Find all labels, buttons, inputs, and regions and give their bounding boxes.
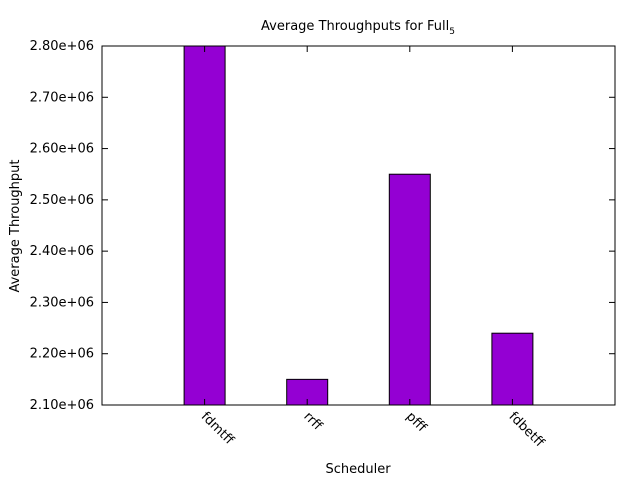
- x-tick-label: fdbetff: [506, 409, 548, 451]
- y-axis: 2.10e+06 2.20e+06 2.30e+06 2.40e+06 2.50e+06…: [30, 39, 615, 413]
- y-tick-label: 2.10e+06: [30, 398, 94, 413]
- y-axis-label: Average Throughput: [8, 159, 23, 292]
- chart-title-main: Average Throughputs for Full: [261, 19, 449, 34]
- x-tick-label: rrff: [300, 409, 325, 434]
- chart-title: Average Throughputs for Full5: [261, 19, 455, 37]
- y-tick-label: 2.70e+06: [30, 90, 94, 105]
- plot-frame: [101, 45, 616, 406]
- y-tick-label: 2.30e+06: [30, 295, 94, 310]
- y-tick-label: 2.20e+06: [30, 347, 94, 362]
- bars: [183, 45, 534, 406]
- bar: [183, 45, 226, 406]
- bar: [491, 332, 534, 406]
- bar: [388, 173, 431, 406]
- y-tick-label: 2.40e+06: [30, 244, 94, 259]
- x-tick-label: fdmtff: [198, 409, 237, 448]
- y-tick-label: 2.60e+06: [30, 142, 94, 157]
- x-axis-label: Scheduler: [325, 462, 391, 477]
- x-tick-label: pfff: [403, 409, 429, 435]
- y-tick-label: 2.50e+06: [30, 193, 94, 208]
- chart-title-subscript: 5: [449, 27, 455, 37]
- y-tick-label: 2.80e+06: [30, 39, 94, 54]
